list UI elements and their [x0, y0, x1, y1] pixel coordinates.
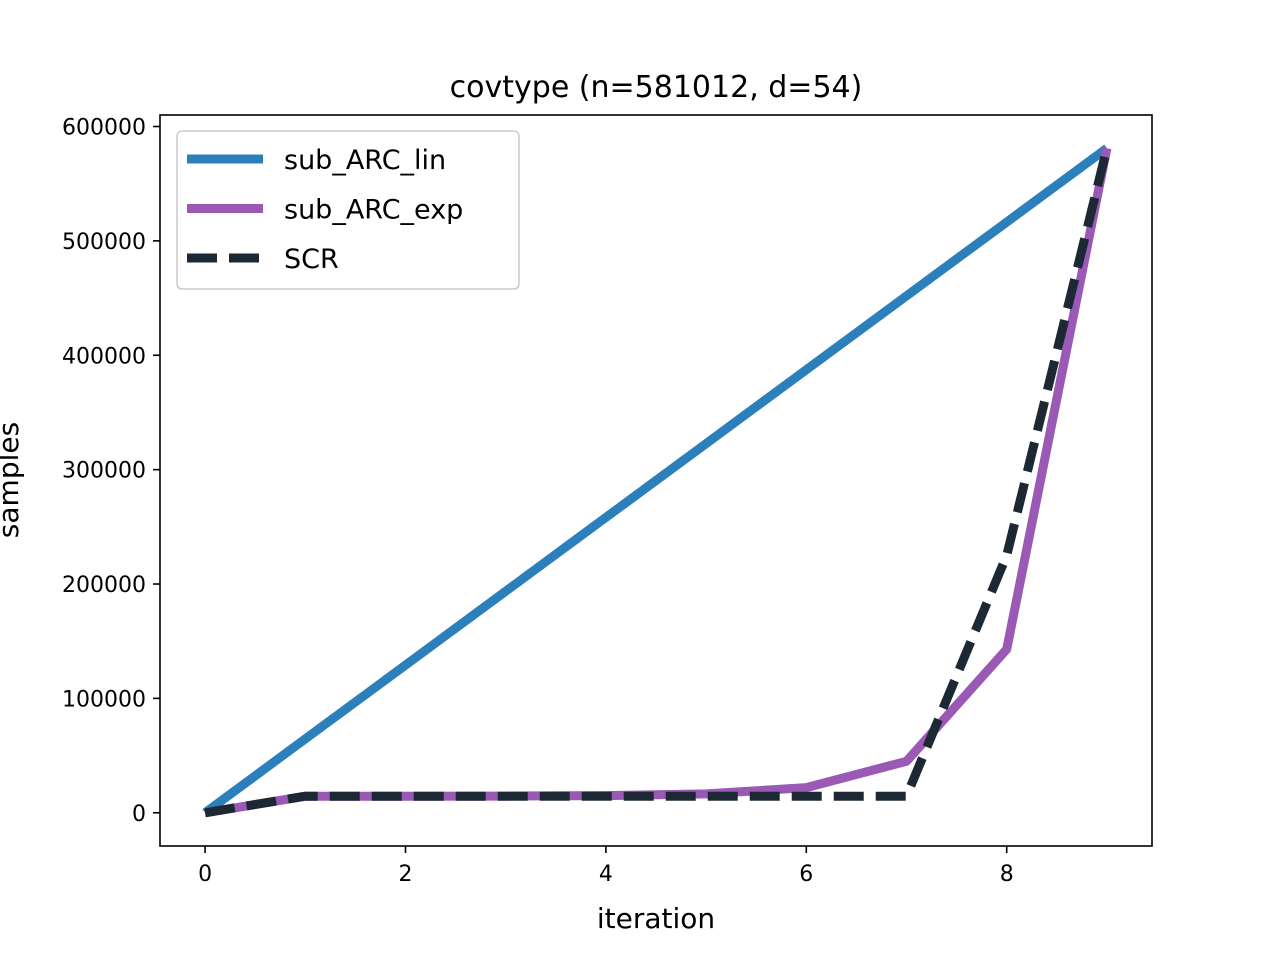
y-axis-label: samples — [0, 422, 25, 538]
y-tick-label: 0 — [132, 802, 146, 827]
x-tick-label: 2 — [398, 862, 412, 887]
x-tick-label: 8 — [1000, 862, 1014, 887]
y-tick-label: 400000 — [62, 344, 146, 369]
y-tick-label: 500000 — [62, 230, 146, 255]
chart-title: covtype (n=581012, d=54) — [450, 70, 863, 105]
x-tick-label: 6 — [799, 862, 813, 887]
y-axis: 0 100000 200000 300000 400000 500000 600000 — [62, 116, 160, 827]
legend-label-sub-arc-lin: sub_ARC_lin — [284, 145, 446, 176]
legend-frame — [176, 130, 520, 290]
series-layer — [202, 144, 1112, 818]
y-tick-label: 100000 — [62, 687, 146, 712]
y-tick-label: 200000 — [62, 573, 146, 598]
x-axis: 0 2 4 6 8 — [198, 846, 1014, 887]
series-line-sub-arc-lin — [202, 144, 1110, 817]
y-tick-label: 600000 — [62, 116, 146, 141]
y-tick-label: 300000 — [62, 459, 146, 484]
x-tick-label: 0 — [198, 862, 212, 887]
x-tick-label: 4 — [599, 862, 613, 887]
series-line-scr — [204, 147, 1112, 818]
legend: sub_ARC_lin sub_ARC_exp SCR — [176, 130, 520, 290]
legend-label-sub-arc-exp: sub_ARC_exp — [284, 195, 463, 226]
plot-area-frame — [159, 114, 1153, 847]
x-axis-label: iteration — [597, 902, 715, 935]
legend-label-scr: SCR — [284, 244, 339, 275]
